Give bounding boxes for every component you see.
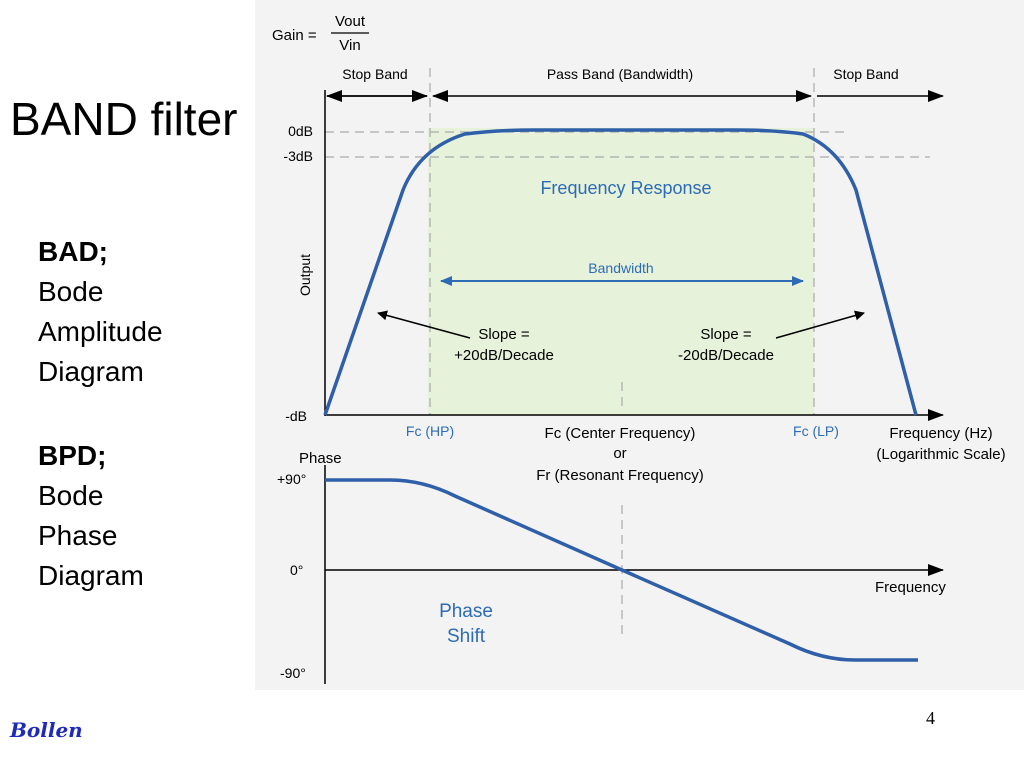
phase-shift-line1: Phase xyxy=(439,601,493,622)
bad-notes: BAD; Bode Amplitude Diagram xyxy=(38,232,163,392)
stop-band-right-label: Stop Band xyxy=(833,66,898,82)
slope-left-pointer xyxy=(377,310,471,339)
frequency-response-curve xyxy=(323,128,918,416)
frequency-hz-label: Frequency (Hz) xyxy=(889,425,992,442)
phase-frequency-label: Frequency xyxy=(875,579,946,596)
bandwidth-label: Bandwidth xyxy=(588,260,653,276)
bode-figure: Gain = Vout Vin Stop Band Pass Band (Ban… xyxy=(255,0,1024,690)
phase-zero-tick: 0° xyxy=(290,562,303,578)
gain-label: Gain = xyxy=(272,27,317,44)
tick-minus-db: -dB xyxy=(285,408,307,424)
output-axis-label: Output xyxy=(297,254,313,296)
gain-numerator: Vout xyxy=(335,13,366,30)
frequency-response-label: Frequency Response xyxy=(540,178,711,198)
passband-area xyxy=(428,128,814,415)
gain-denominator: Vin xyxy=(339,37,360,54)
bad-heading: BAD; xyxy=(38,236,108,267)
bpd-notes: BPD; Bode Phase Diagram xyxy=(38,436,144,596)
phase-plus90-tick: +90° xyxy=(277,471,306,487)
dashed-guides xyxy=(325,68,930,640)
bpd-line-1: Bode xyxy=(38,480,104,511)
bad-line-2: Amplitude xyxy=(38,316,163,347)
fr-resonant-label: Fr (Resonant Frequency) xyxy=(536,467,704,484)
slope-left-line1: Slope = xyxy=(478,326,530,343)
slope-left-line2: +20dB/Decade xyxy=(454,347,554,364)
slide-title: BAND filter xyxy=(10,93,238,145)
author-signature: Bollen xyxy=(10,718,83,742)
or-label: or xyxy=(613,445,626,462)
bad-line-1: Bode xyxy=(38,276,104,307)
pass-band-label: Pass Band (Bandwidth) xyxy=(547,66,693,82)
bode-diagram: Gain = Vout Vin Stop Band Pass Band (Ban… xyxy=(272,13,1006,684)
slope-right-line1: Slope = xyxy=(700,326,752,343)
phase-curve xyxy=(325,478,918,662)
bad-line-3: Diagram xyxy=(38,356,144,387)
bpd-heading: BPD; xyxy=(38,440,107,471)
phase-shift-line2: Shift xyxy=(447,626,486,647)
phase-minus90-tick: -90° xyxy=(280,665,306,681)
page-number: 4 xyxy=(926,708,935,728)
fc-center-label: Fc (Center Frequency) xyxy=(545,425,696,442)
fc-hp-label: Fc (HP) xyxy=(406,423,454,439)
phase-axis-label: Phase xyxy=(299,450,342,467)
slope-right-line2: -20dB/Decade xyxy=(678,347,774,364)
fc-lp-label: Fc (LP) xyxy=(793,423,839,439)
stop-band-left-label: Stop Band xyxy=(342,66,407,82)
bpd-line-3: Diagram xyxy=(38,560,144,591)
slope-right-pointer xyxy=(775,310,865,339)
tick-minus-3db: -3dB xyxy=(283,148,313,164)
bpd-line-2: Phase xyxy=(38,520,118,551)
logarithmic-scale-label: (Logarithmic Scale) xyxy=(876,446,1005,463)
tick-0db: 0dB xyxy=(288,123,313,139)
